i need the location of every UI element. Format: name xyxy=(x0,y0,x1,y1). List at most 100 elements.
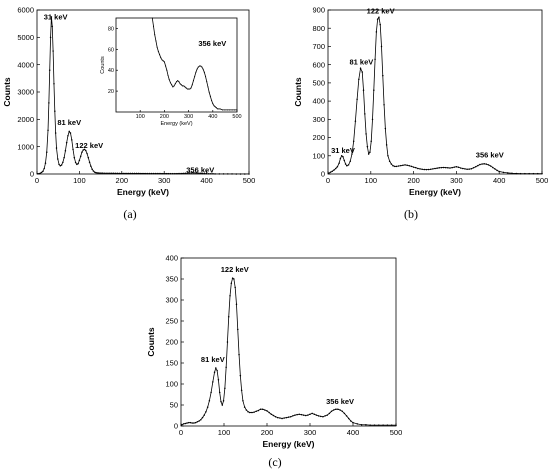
data-point xyxy=(203,172,206,175)
data-point xyxy=(198,65,201,67)
data-point xyxy=(242,400,244,402)
data-point xyxy=(494,168,496,170)
data-point xyxy=(333,169,335,171)
y-tick-label: 0 xyxy=(321,170,325,179)
data-point xyxy=(195,71,197,73)
data-point xyxy=(347,417,350,420)
data-point xyxy=(541,172,543,175)
data-point xyxy=(322,416,324,418)
data-point xyxy=(519,172,522,175)
data-point xyxy=(487,164,490,166)
y-tick-label: 350 xyxy=(165,275,178,284)
x-tick-label: 200 xyxy=(160,114,169,120)
data-point xyxy=(425,168,428,171)
data-point xyxy=(197,66,199,68)
x-tick-label: 200 xyxy=(261,428,274,437)
data-point xyxy=(257,409,260,412)
data-point xyxy=(83,148,86,151)
data-point xyxy=(206,406,209,408)
x-tick-label: 500 xyxy=(390,428,403,437)
x-tick-label: 100 xyxy=(73,176,86,185)
data-point xyxy=(378,424,380,426)
data-point xyxy=(326,414,328,416)
data-point xyxy=(150,172,153,175)
data-point xyxy=(222,400,225,402)
data-point xyxy=(296,413,298,416)
data-point xyxy=(125,172,127,175)
data-point xyxy=(62,161,64,163)
data-point xyxy=(50,16,53,18)
data-point xyxy=(212,381,214,383)
data-point xyxy=(175,81,178,83)
x-axis-label: Energy (keV) xyxy=(409,187,461,197)
data-point xyxy=(328,172,330,174)
data-point xyxy=(364,113,366,115)
data-point xyxy=(339,157,342,160)
data-point xyxy=(201,172,204,175)
data-point xyxy=(196,421,199,423)
data-point xyxy=(347,164,350,166)
data-point xyxy=(302,414,305,416)
data-point xyxy=(193,172,195,174)
data-point xyxy=(356,423,359,425)
data-point xyxy=(121,172,123,175)
data-point xyxy=(194,75,196,78)
data-point xyxy=(406,164,408,167)
x-tick-label: 400 xyxy=(208,114,217,120)
data-point xyxy=(350,420,352,422)
data-point xyxy=(239,374,242,377)
data-point xyxy=(44,162,47,164)
chart-c: 0 100 200 300 400 500 0 50 100 150 200 250 300 350 400… xyxy=(146,254,402,449)
data-point xyxy=(370,140,372,142)
data-point xyxy=(212,173,214,175)
data-point xyxy=(81,151,83,153)
data-point xyxy=(85,149,87,152)
data-point xyxy=(444,166,447,169)
data-point xyxy=(351,153,353,155)
data-point xyxy=(51,25,54,28)
data-point xyxy=(261,408,264,410)
data-point xyxy=(181,423,183,426)
data-point xyxy=(390,424,393,426)
data-point xyxy=(200,418,202,421)
x-tick-label: 400 xyxy=(200,176,213,185)
data-point xyxy=(417,167,419,170)
data-point xyxy=(239,173,242,175)
data-point xyxy=(474,165,477,168)
data-point xyxy=(48,102,50,104)
x-axis-label: Energy (keV) xyxy=(160,121,192,127)
y-tick-label: 100 xyxy=(165,380,178,389)
data-point xyxy=(87,156,90,159)
data-point xyxy=(68,130,70,133)
data-point xyxy=(159,54,161,56)
x-tick-label: 100 xyxy=(218,428,231,437)
data-point xyxy=(171,172,174,175)
x-tick-label: 200 xyxy=(116,176,129,185)
data-point xyxy=(274,416,277,418)
data-point xyxy=(349,160,352,162)
data-point xyxy=(90,165,92,167)
data-point xyxy=(73,156,76,159)
data-point xyxy=(197,172,199,174)
data-point xyxy=(369,151,371,153)
y-tick-label: 0 xyxy=(174,422,178,431)
data-point xyxy=(367,153,370,155)
data-point xyxy=(160,57,162,59)
peak-label: 31 keV xyxy=(331,146,355,155)
data-point xyxy=(165,172,168,175)
data-point xyxy=(208,91,210,93)
data-point xyxy=(449,167,451,169)
data-point xyxy=(163,61,165,63)
data-point xyxy=(91,168,93,170)
data-point xyxy=(462,167,464,170)
data-point xyxy=(127,172,129,175)
data-point xyxy=(285,416,288,419)
series-line xyxy=(328,16,542,174)
y-tick-label: 3000 xyxy=(17,88,34,97)
peak-label: 81 keV xyxy=(201,355,225,364)
data-point xyxy=(383,104,385,106)
series-line xyxy=(151,18,237,111)
data-point xyxy=(532,172,535,175)
data-point xyxy=(270,413,273,415)
x-tick-label: 0 xyxy=(35,176,39,185)
